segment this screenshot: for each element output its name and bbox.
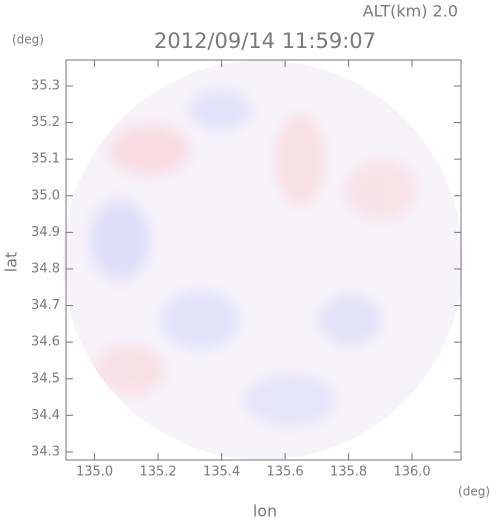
y-tick-label: 34.4 <box>31 408 60 423</box>
x-tick-label: 135.4 <box>203 465 240 480</box>
y-axis-label: lat <box>2 252 21 273</box>
y-tick-label: 35.0 <box>31 188 60 203</box>
altitude-annotation: ALT(km) 2.0 <box>363 2 458 21</box>
y-tick-label: 34.7 <box>31 298 60 313</box>
x-unit: (deg) <box>458 485 490 499</box>
x-tick-label: 135.0 <box>76 465 113 480</box>
plot-frame <box>65 59 462 461</box>
y-tick-label: 34.9 <box>31 225 60 240</box>
x-tick-label: 135.8 <box>330 465 367 480</box>
y-tick-label: 35.2 <box>31 115 60 130</box>
y-tick-label: 34.6 <box>31 335 60 350</box>
x-tick-label: 136.0 <box>393 465 430 480</box>
y-tick-label: 35.3 <box>31 78 60 93</box>
x-tick-label: 135.2 <box>139 465 176 480</box>
y-tick-label: 34.8 <box>31 261 60 276</box>
x-tick-label: 135.6 <box>266 465 303 480</box>
y-tick-label: 35.1 <box>31 152 60 167</box>
y-tick-label: 34.3 <box>31 444 60 459</box>
chart-title: 2012/09/14 11:59:07 <box>154 29 376 53</box>
radar-field <box>63 60 463 460</box>
y-tick-label: 34.5 <box>31 371 60 386</box>
y-unit: (deg) <box>12 33 44 47</box>
x-axis-label: lon <box>253 502 277 521</box>
